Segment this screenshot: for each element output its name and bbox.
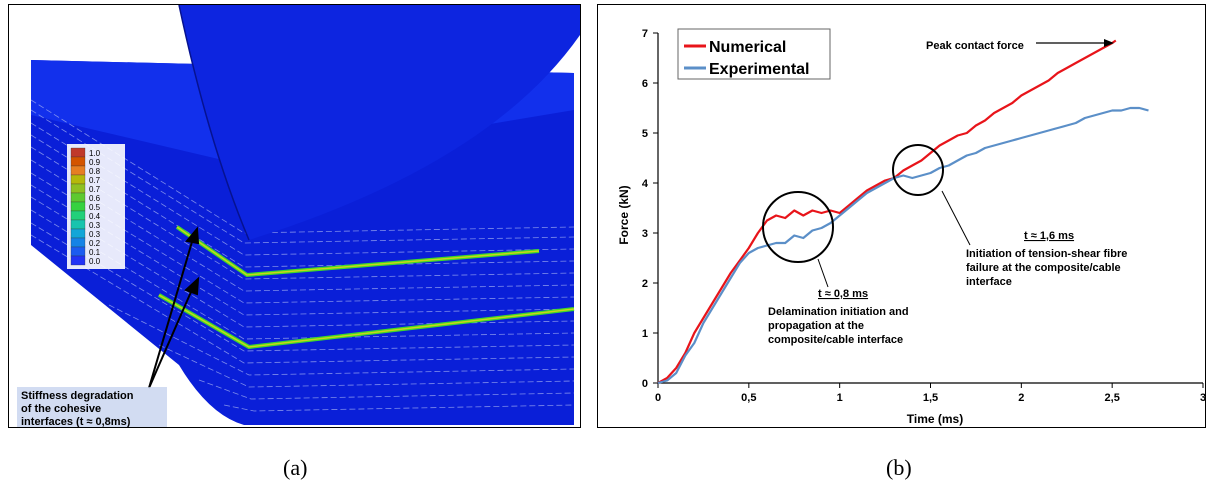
- y-tick-label: 4: [642, 178, 649, 190]
- legend-swatch: [70, 210, 86, 221]
- annotation-line-1: Stiffness degradation: [21, 390, 134, 402]
- event-circle-0-8ms: [762, 191, 834, 263]
- series-numerical-line: [657, 39, 1117, 384]
- impactor: [179, 5, 580, 240]
- annotation-0-8ms-line-3: composite/cable interface: [768, 334, 903, 346]
- legend-swatch: [70, 147, 86, 158]
- legend-value: 0.9: [89, 158, 101, 167]
- fe-model-illustration: 1.00.90.80.70.70.60.50.40.30.30.20.10.0 …: [9, 5, 580, 427]
- legend-swatch: [70, 237, 86, 248]
- legend-experimental-label: Experimental: [709, 61, 809, 78]
- annotation-1-6ms-title: t ≈ 1,6 ms: [1024, 230, 1074, 242]
- series-experimental-line: [657, 106, 1149, 385]
- y-axis-title: Force (kN): [617, 185, 631, 244]
- x-axis-title: Time (ms): [907, 412, 963, 426]
- x-tick-label: 1,5: [923, 392, 938, 404]
- y-tick-label: 2: [642, 278, 648, 290]
- caption-a: (a): [283, 455, 308, 480]
- force-time-chart-panel: 0 0,5 1 1,5 2 2,5 3 0 1 2 3 4 5 6 7 Numerical Experime…: [597, 4, 1206, 428]
- annotation-1-6ms-line-1: Initiation of tension-shear fibre: [966, 248, 1127, 260]
- legend-numerical-label: Numerical: [709, 39, 786, 56]
- series-layer: [657, 39, 1149, 385]
- legend-swatch: [70, 219, 86, 230]
- y-tick-label: 3: [642, 228, 648, 240]
- legend-swatch: [70, 165, 86, 176]
- annotation-0-8ms-line-2: propagation at the: [768, 320, 864, 332]
- legend-swatch: [70, 228, 86, 239]
- legend-value: 1.0: [89, 149, 101, 158]
- legend-value: 0.1: [89, 248, 101, 257]
- y-tick-label: 0: [642, 378, 648, 390]
- legend-swatch: [70, 156, 86, 167]
- legend-swatch: [70, 174, 86, 185]
- legend-value: 0.4: [89, 212, 101, 221]
- legend-value: 0.2: [89, 239, 101, 248]
- legend-value: 0.3: [89, 221, 101, 230]
- legend-value: 0.0: [89, 257, 101, 266]
- y-tick-label: 1: [642, 328, 648, 340]
- legend-swatch: [70, 183, 86, 194]
- legend-value: 0.7: [89, 176, 101, 185]
- legend-value: 0.6: [89, 194, 101, 203]
- chart-legend: Numerical Experimental: [677, 28, 831, 80]
- annotation-arrows: [148, 226, 200, 389]
- x-tick-label: 1: [837, 392, 843, 404]
- event-circle-1-6ms: [892, 144, 944, 196]
- annotation-0-8ms-title: t ≈ 0,8 ms: [818, 288, 868, 300]
- y-tick-label: 5: [642, 128, 648, 140]
- annotation-1-6ms-line-2: failure at the composite/cable: [966, 262, 1121, 274]
- y-tick-label: 7: [642, 28, 648, 40]
- legend-value: 0.8: [89, 167, 101, 176]
- x-tick-label: 0,5: [741, 392, 756, 404]
- peak-annotation: Peak contact force: [926, 40, 1024, 52]
- annotation-line-3: interfaces (t ≈ 0,8ms): [21, 416, 131, 427]
- legend-value: 0.5: [89, 203, 101, 212]
- annotation-line-2: of the cohesive: [21, 403, 101, 415]
- x-tick-label: 2: [1018, 392, 1024, 404]
- x-tick-label: 3: [1200, 392, 1205, 404]
- x-tick-label: 2,5: [1105, 392, 1120, 404]
- legend-value: 0.3: [89, 230, 101, 239]
- legend-swatch: [70, 201, 86, 212]
- fe-contour-panel: 1.0 0.9 0.8 0.7 0.7 0.6 0.5 0.4 0.3 0.3 0.2 0.1 0.0 …: [8, 4, 581, 428]
- y-tick-label: 6: [642, 78, 648, 90]
- legend-swatch: [70, 192, 86, 203]
- annotation-1-6ms-line-3: interface: [966, 276, 1012, 288]
- annotation-0-8ms-line-1: Delamination initiation and: [768, 306, 909, 318]
- x-tick-label: 0: [655, 392, 661, 404]
- legend-swatch: [70, 246, 86, 257]
- force-time-chart: 0 0,5 1 1,5 2 2,5 3 0 1 2 3 4 5 6 7 Numerical Experime…: [617, 28, 1205, 426]
- legend-value: 0.7: [89, 185, 101, 194]
- legend-swatch: [70, 255, 86, 266]
- chart-axes: 0 0,5 1 1,5 2 2,5 3 0 1 2 3 4 5 6 7: [642, 28, 1205, 404]
- contour-legend: 1.00.90.80.70.70.60.50.40.30.30.20.10.0: [67, 144, 125, 269]
- caption-b: (b): [886, 455, 912, 480]
